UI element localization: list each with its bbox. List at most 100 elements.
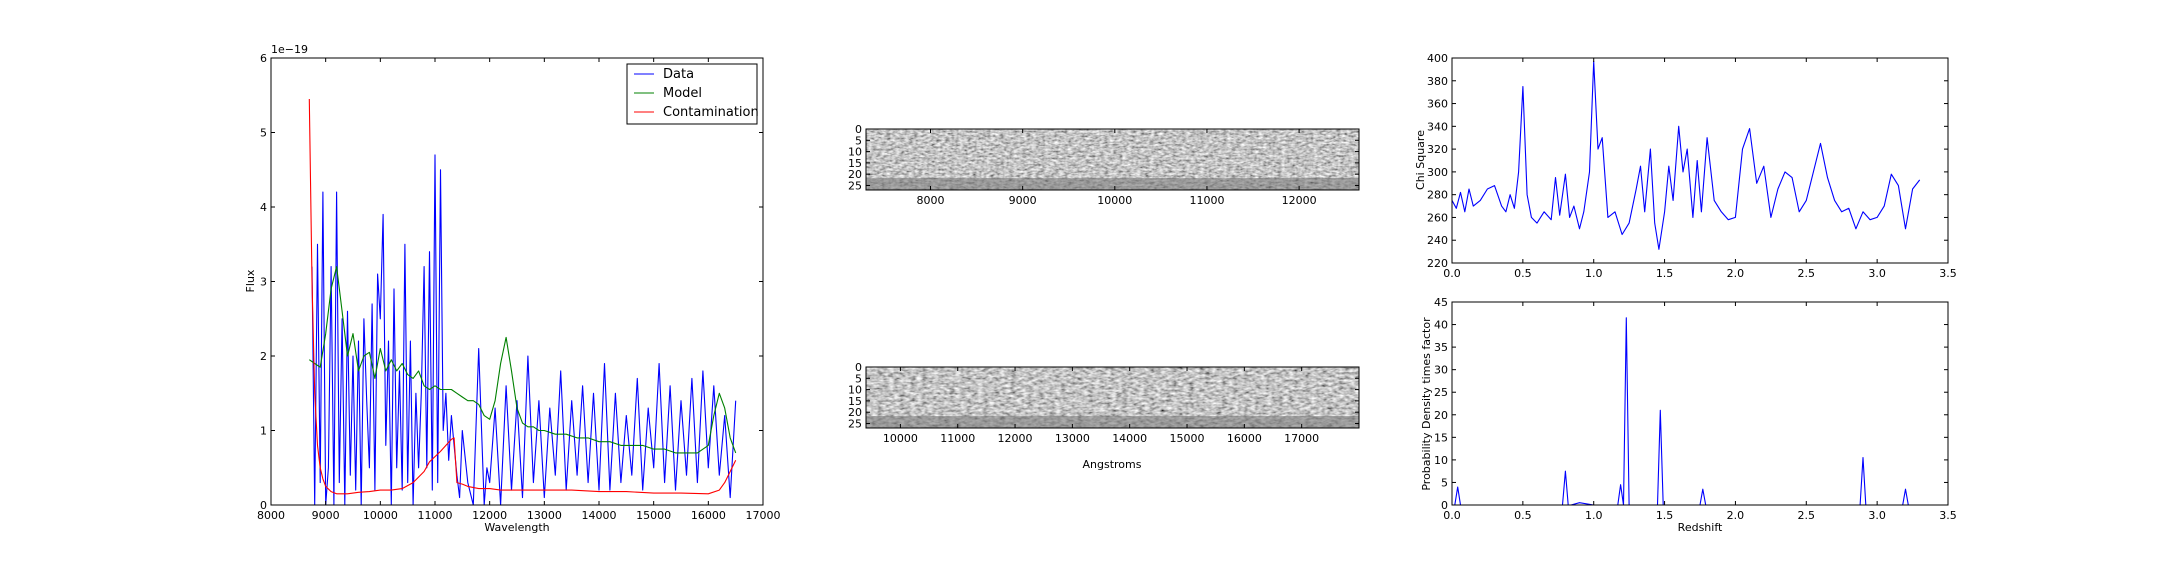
x-tick-label: 0.5 (1514, 267, 1532, 280)
y-tick-label: 380 (1427, 75, 1448, 88)
y-tick-label: 400 (1427, 52, 1448, 65)
y-axis-label: Probability Density times factor (1420, 317, 1433, 491)
x-tick-label: 16000 (691, 509, 726, 522)
x-tick-label: 13000 (1055, 432, 1090, 445)
y-tick-label: 5 (855, 134, 862, 147)
pdf-panel: 0.0 0.5 1.0 1.5 2.0 2.5 3.0 3.5 0 5 10 15 20 25 30 35 40… (1420, 296, 1957, 534)
x-tick-label: 2.5 (1798, 509, 1816, 522)
model-series-line (308, 266, 737, 454)
y-tick-label: 0 (1441, 499, 1448, 512)
x-tick-label: 3.0 (1868, 267, 1886, 280)
x-tick-label: 0.0 (1443, 267, 1461, 280)
x-tick-label: 3.0 (1868, 509, 1886, 522)
x-tick-label: 13000 (527, 509, 562, 522)
x-tick-label: 1.5 (1656, 267, 1674, 280)
y-tick-label: 25 (848, 179, 862, 192)
x-tick-label: 11000 (418, 509, 453, 522)
offset-label: 1e−19 (271, 43, 308, 56)
y-tick-label: 25 (1434, 386, 1448, 399)
x-tick-label: 10000 (883, 432, 918, 445)
y-tick-label: 360 (1427, 98, 1448, 111)
x-tick-label: 2.0 (1727, 509, 1745, 522)
x-tick-label: 3.5 (1939, 267, 1957, 280)
legend: Data Model Contamination (626, 63, 759, 125)
y-tick-label: 30 (1434, 364, 1448, 377)
x-tick-label: 12000 (472, 509, 507, 522)
y-tick-label: 5 (855, 372, 862, 385)
y-tick-label: 220 (1427, 257, 1448, 270)
y-tick-label: 300 (1427, 166, 1448, 179)
x-tick-label: 14000 (582, 509, 617, 522)
y-tick-label: 280 (1427, 189, 1448, 202)
y-tick-label: 5 (260, 127, 267, 140)
y-tick-label: 40 (1434, 319, 1448, 332)
y-tick-label: 320 (1427, 143, 1448, 156)
x-tick-label: 9000 (1009, 194, 1037, 207)
y-tick-label: 260 (1427, 211, 1448, 224)
x-axis-label: Wavelength (484, 521, 549, 534)
legend-entry-model: Model (663, 86, 702, 101)
y-tick-label: 5 (1441, 476, 1448, 489)
y-tick-label: 20 (1434, 409, 1448, 422)
x-tick-label: 2.5 (1798, 267, 1816, 280)
x-tick-label: 11000 (940, 432, 975, 445)
x-tick-label: 10000 (363, 509, 398, 522)
x-tick-label: 1.0 (1585, 267, 1603, 280)
y-tick-label: 10 (1434, 454, 1448, 467)
x-tick-label: 0.5 (1514, 509, 1532, 522)
x-tick-label: 14000 (1112, 432, 1147, 445)
x-tick-label: 16000 (1227, 432, 1262, 445)
image-bottom-band (866, 416, 1359, 428)
y-tick-label: 2 (260, 350, 267, 363)
x-tick-label: 12000 (1282, 194, 1317, 207)
image-bottom-panel: 10000 11000 12000 13000 14000 15000 16000 17000… (848, 361, 1360, 471)
legend-entry-data: Data (663, 67, 694, 82)
y-tick-label: 1 (260, 425, 267, 438)
x-tick-label: 8000 (917, 194, 945, 207)
y-tick-label: 3 (260, 276, 267, 289)
y-tick-label: 0 (260, 499, 267, 512)
x-tick-label: 17000 (1284, 432, 1319, 445)
x-tick-label: 17000 (746, 509, 781, 522)
x-tick-label: 3.5 (1939, 509, 1957, 522)
x-tick-label: 8000 (257, 509, 285, 522)
y-axis-label: Chi Square (1414, 130, 1427, 190)
image-top-band (866, 178, 1359, 190)
y-axis-label: Flux (244, 269, 257, 292)
y-tick-label: 20 (848, 406, 862, 419)
x-tick-label: 1.5 (1656, 509, 1674, 522)
pdf-series-line (1452, 317, 1927, 505)
y-tick-label: 10 (848, 384, 862, 397)
x-tick-label: 12000 (998, 432, 1033, 445)
y-tick-label: 10 (848, 146, 862, 159)
chisq-panel: 0.0 0.5 1.0 1.5 2.0 2.5 3.0 3.5 220 240 260 280 300 3… (1414, 52, 1957, 280)
y-tick-label: 45 (1434, 296, 1448, 309)
y-tick-label: 4 (260, 201, 267, 214)
x-axis-label: Redshift (1678, 521, 1723, 534)
data-series-line (311, 154, 737, 505)
contamination-series-line (308, 98, 737, 495)
x-tick-label: 0.0 (1443, 509, 1461, 522)
y-tick-label: 0 (855, 123, 862, 136)
x-tick-label: 10000 (1097, 194, 1132, 207)
y-tick-label: 25 (848, 417, 862, 430)
x-tick-label: 15000 (636, 509, 671, 522)
x-axis-label: Angstroms (1083, 458, 1142, 471)
y-tick-label: 15 (848, 157, 862, 170)
x-tick-label: 1.0 (1585, 509, 1603, 522)
x-tick-label: 9000 (312, 509, 340, 522)
legend-entry-contamination: Contamination (663, 105, 759, 120)
x-tick-label: 15000 (1170, 432, 1205, 445)
y-tick-label: 15 (1434, 431, 1448, 444)
y-tick-label: 20 (848, 168, 862, 181)
x-tick-label: 11000 (1189, 194, 1224, 207)
chisq-series-line (1452, 60, 1921, 250)
y-tick-label: 340 (1427, 120, 1448, 133)
y-tick-label: 15 (848, 395, 862, 408)
x-tick-label: 2.0 (1727, 267, 1745, 280)
y-tick-label: 240 (1427, 234, 1448, 247)
y-tick-label: 0 (855, 361, 862, 374)
spectrum-panel: 8000 9000 10000 11000 12000 13000 14000 15000 16… (244, 43, 781, 534)
